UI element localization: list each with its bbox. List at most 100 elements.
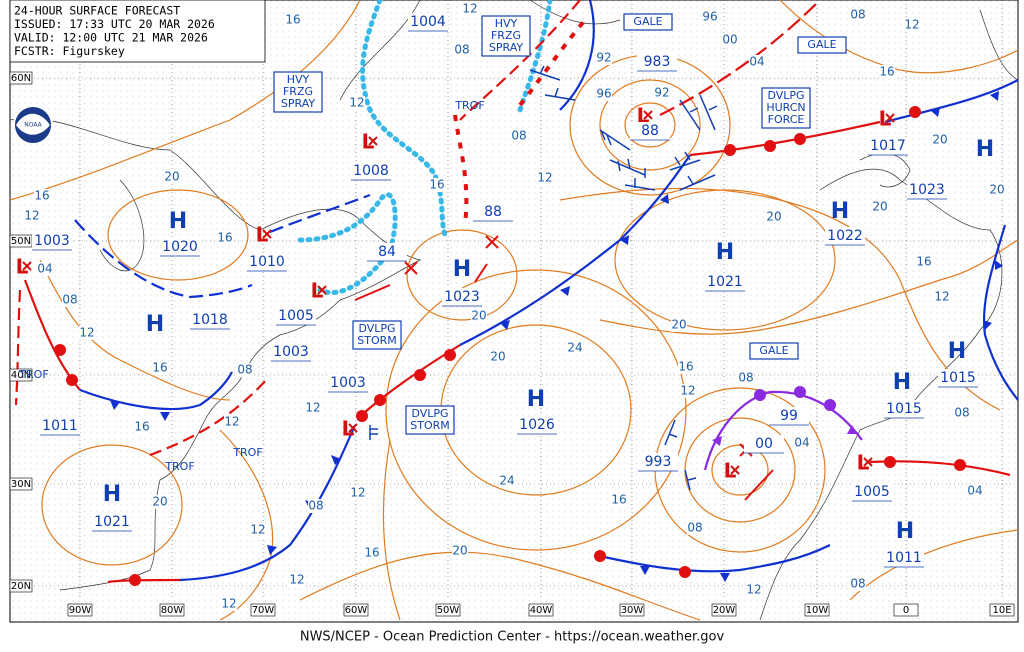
label-bg	[868, 137, 908, 155]
label-bg	[62, 293, 78, 307]
lat-label: 20N	[11, 581, 31, 592]
pressure-label: 1011	[42, 418, 78, 434]
pressure-label: 1004	[410, 14, 446, 30]
isobar-label: 04	[37, 262, 52, 276]
label-bg	[276, 307, 316, 325]
isobar-label: 12	[934, 290, 949, 304]
pressure-label: 88	[641, 123, 659, 139]
warning-text: STORM	[410, 419, 450, 432]
high-symbol: H	[976, 137, 994, 162]
pressure-label: 1015	[940, 370, 976, 386]
isobar-label: 20	[152, 495, 167, 509]
lon-label: 80W	[161, 605, 184, 616]
isobar-label: 20	[471, 309, 486, 323]
low-symbol: L	[256, 223, 269, 247]
trough-label: TROF	[232, 446, 262, 459]
lon-label: 10E	[992, 605, 1011, 616]
isobar-label: 12	[79, 326, 94, 340]
label-bg	[804, 603, 830, 617]
isobar-label: 12	[462, 2, 477, 16]
label-bg	[34, 189, 50, 203]
pressure-label: 00	[755, 436, 773, 452]
label-bg	[250, 603, 276, 617]
warning-box	[405, 405, 455, 435]
warning-text: HVY	[495, 17, 518, 30]
label-bg	[160, 238, 200, 256]
isobar-label: 20	[490, 350, 505, 364]
isobar-label: 12	[680, 384, 695, 398]
label-bg	[766, 210, 782, 224]
isobar-label: 08	[511, 129, 526, 143]
wind-barbs	[369, 65, 718, 491]
label-bg	[687, 521, 703, 535]
low-x	[885, 113, 895, 123]
label-bg	[794, 436, 810, 450]
pressure-label: 88	[484, 204, 502, 220]
label-bg	[567, 341, 583, 355]
label-bg	[237, 363, 253, 377]
label-bg	[221, 597, 237, 611]
label-bg	[746, 583, 762, 597]
label-bg	[749, 55, 765, 69]
warning-text: HVY	[287, 73, 310, 86]
graticule	[10, 0, 1018, 600]
label-bg	[190, 311, 230, 329]
high-symbol: H	[831, 199, 849, 224]
lon-label: 30W	[621, 605, 644, 616]
label-bg	[904, 18, 920, 32]
header-line: 24-HOUR SURFACE FORECAST	[14, 4, 180, 18]
label-bg	[9, 71, 33, 85]
label-bg	[305, 401, 321, 415]
header-line: VALID: 12:00 UTC 21 MAR 2026	[14, 31, 208, 45]
warning-box	[623, 13, 673, 31]
isobar-label: 08	[738, 371, 753, 385]
label-bg	[442, 288, 482, 306]
pressure-label: 1017	[870, 138, 906, 154]
isobar-label: 08	[62, 293, 77, 307]
pressure-label: 1015	[886, 401, 922, 417]
isobar-label: 08	[237, 363, 252, 377]
isobar-label: 08	[954, 406, 969, 420]
lat-label: 40N	[11, 370, 31, 381]
low-symbol: L	[724, 459, 737, 483]
isobar-label: 20	[671, 318, 686, 332]
low-symbol: L	[362, 130, 375, 154]
low-x	[730, 465, 740, 475]
header-box	[9, 0, 266, 63]
label-bg	[32, 232, 72, 250]
isobar-label: 16	[678, 360, 693, 374]
isobar-label: 20	[766, 210, 781, 224]
low-x	[368, 136, 378, 146]
label-bg	[9, 579, 33, 593]
warning-box	[797, 36, 847, 54]
isobar-label: 16	[285, 13, 300, 27]
lon-label: 20W	[713, 605, 736, 616]
label-bg	[67, 603, 93, 617]
footer: NWS/NCEP - Ocean Prediction Center - htt…	[300, 630, 725, 645]
high-symbol: H	[169, 209, 187, 234]
pressure-label: 1008	[353, 163, 389, 179]
svg-text:NOAA: NOAA	[24, 122, 42, 129]
pressure-label: 1026	[519, 417, 555, 433]
low-symbol: L	[637, 104, 650, 128]
isobar-label: 12	[24, 209, 39, 223]
label-bg	[40, 417, 80, 435]
label-bg	[24, 209, 40, 223]
label-bg	[954, 406, 970, 420]
label-bg	[619, 603, 645, 617]
low-x	[863, 457, 873, 467]
warning-box	[352, 320, 402, 350]
isobar-label: 00	[722, 33, 737, 47]
high-symbol: H	[893, 370, 911, 395]
isobar-label: 04	[967, 484, 982, 498]
pressure-label: 1003	[34, 233, 70, 249]
isobar-label: 16	[134, 420, 149, 434]
label-bg	[825, 227, 865, 245]
warning-text: DVLPG	[411, 407, 448, 420]
label-bg	[217, 231, 233, 245]
label-bg	[596, 51, 612, 65]
isobar-label: 92	[596, 51, 611, 65]
warning-box	[761, 87, 811, 129]
label-bg	[452, 544, 468, 558]
low-symbol: L	[311, 279, 324, 303]
